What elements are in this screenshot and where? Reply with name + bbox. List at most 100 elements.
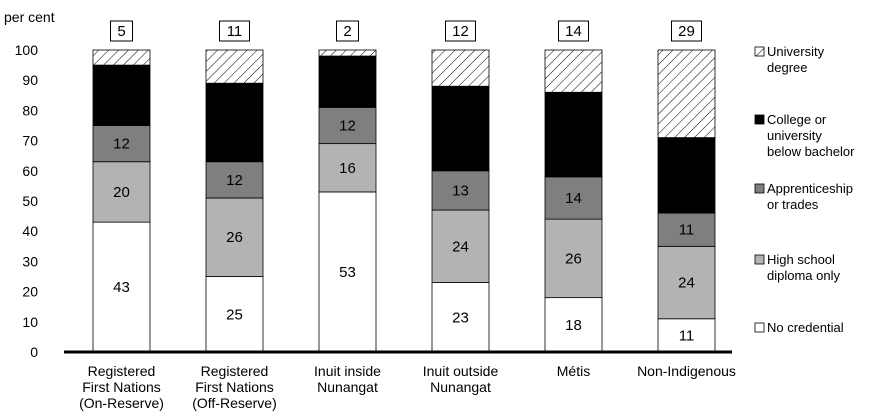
x-tick-label: Registered: [88, 363, 156, 379]
top-value-boxes: 5 11 2 12 14 29: [110, 20, 702, 42]
legend-label: College or: [767, 112, 827, 127]
legend-label: or trades: [767, 197, 819, 212]
legend-label: university: [767, 128, 822, 143]
data-label: 11: [679, 327, 695, 344]
y-tick-label: 100: [15, 42, 39, 58]
data-label: 24: [452, 238, 469, 255]
bar-segment: [431, 170, 490, 211]
x-tick-label: Non-Indigenous: [637, 363, 736, 379]
bar-segment: [92, 161, 151, 223]
x-tick-label: Métis: [557, 363, 590, 379]
data-label: 26: [565, 250, 582, 267]
data-label: 12: [339, 118, 356, 135]
bar-segment: [544, 218, 603, 299]
data-label: 17: [339, 74, 356, 91]
bar-segment: [205, 161, 264, 199]
legend-label: Apprenticeship: [767, 181, 853, 196]
data-label: 43: [113, 279, 130, 296]
legend-swatch: [754, 183, 765, 194]
top-label-box: [445, 20, 476, 42]
y-tick-label: 30: [22, 253, 38, 269]
bar-segment: [431, 282, 490, 353]
bar-segment: [92, 64, 151, 126]
top-label: 29: [678, 23, 695, 40]
x-tick-label: Nunangat: [317, 379, 378, 395]
x-tick-label: Inuit outside: [423, 363, 499, 379]
x-tick-label: (On-Reserve): [79, 395, 164, 411]
x-tick-label: First Nations: [195, 379, 274, 395]
legend-label: below bachelor: [767, 144, 855, 159]
data-label: 28: [565, 127, 582, 144]
data-label: 14: [565, 190, 582, 207]
data-label: 53: [339, 264, 356, 281]
bar-segment: [544, 176, 603, 220]
top-label: 11: [227, 23, 243, 40]
bar-segment: [657, 318, 716, 353]
bar-segment: [92, 49, 151, 66]
data-label: 12: [226, 172, 243, 189]
top-label-box: [110, 20, 133, 42]
x-tick-label: Registered: [201, 363, 269, 379]
bar-segment: [205, 49, 264, 84]
top-label-box: [558, 20, 589, 42]
x-tick-label: Inuit inside: [314, 363, 381, 379]
legend-label: diploma only: [767, 268, 840, 283]
y-axis-ticks: 0 10 20 30 40 50 60 70 80 90 100: [15, 42, 39, 360]
data-label: 26: [226, 114, 243, 131]
y-tick-label: 50: [22, 193, 38, 209]
data-label: 11: [679, 222, 695, 239]
bar-segment: [431, 49, 490, 87]
x-tick-label: Nunangat: [430, 379, 491, 395]
x-tick-label: First Nations: [82, 379, 161, 395]
x-tick-label: (Off-Reserve): [192, 395, 277, 411]
bar-segment: [205, 276, 264, 353]
legend-label: High school: [767, 252, 835, 267]
bar-stacks: 43 20 12 20 25 26 12 26 53 16 12 17 23 24 13 28 18 26 14 28…: [92, 49, 716, 353]
data-label: 12: [113, 136, 130, 153]
bar-segment: [318, 106, 377, 145]
legend-label: University: [767, 44, 825, 59]
legend-swatch: [754, 322, 765, 333]
y-tick-label: 40: [22, 223, 38, 239]
y-tick-label: 20: [22, 284, 38, 300]
top-label-box: [336, 20, 359, 42]
y-tick-label: 90: [22, 72, 38, 88]
bar-segment: [657, 212, 716, 247]
top-label-box: [219, 20, 250, 42]
top-label: 12: [452, 23, 469, 40]
y-tick-label: 10: [22, 314, 38, 330]
top-label: 2: [343, 23, 351, 40]
data-label: 13: [452, 182, 469, 199]
bar-segment: [544, 91, 603, 178]
y-tick-label: 70: [22, 133, 38, 149]
top-label: 5: [117, 23, 125, 40]
bar-segment: [657, 137, 716, 214]
bar-segment: [205, 197, 264, 277]
data-label: 25: [226, 306, 243, 323]
y-tick-label: 80: [22, 102, 38, 118]
legend-swatch: [754, 254, 765, 265]
data-label: 24: [678, 275, 695, 292]
top-label: 14: [565, 23, 582, 40]
bar-segment: [657, 49, 716, 138]
data-label: 16: [339, 160, 356, 177]
bar-segment: [544, 297, 603, 353]
legend-label: No credential: [767, 320, 844, 335]
bar-segment: [318, 55, 377, 108]
bar-segment: [92, 221, 151, 353]
y-axis-label: per cent: [4, 9, 55, 25]
top-label-box: [671, 20, 702, 42]
y-tick-label: 60: [22, 163, 38, 179]
bar-segment: [544, 49, 603, 93]
y-tick-label: 0: [30, 344, 38, 360]
data-label: 26: [226, 229, 243, 246]
data-label: 20: [113, 184, 130, 201]
bar-segment: [318, 49, 377, 57]
data-label: 25: [678, 167, 695, 184]
legend-label: degree: [767, 60, 807, 75]
bar-segment: [431, 85, 490, 172]
legend-swatch: [754, 114, 765, 125]
